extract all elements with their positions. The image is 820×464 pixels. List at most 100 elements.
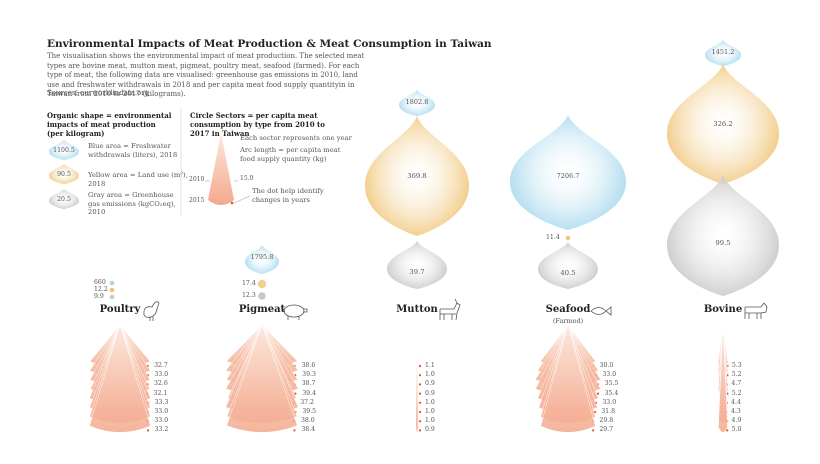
seafood-land-dot (565, 235, 571, 241)
pigmeat-freshwater-label: 1795.8 (250, 253, 274, 261)
legend-shape-heading: Organic shape = environmental impacts of… (47, 111, 172, 138)
mutton-value-label: 1.1 (425, 362, 435, 369)
bovine-freshwater-label: 1451.2 (711, 48, 735, 56)
poultry-value-label: 32.7 (154, 362, 168, 369)
legend-blue-shape (49, 140, 79, 160)
poultry-sector-2017 (89, 324, 151, 433)
poultry-land-dot (109, 287, 115, 293)
pigmeat-value-label: 38.6 (301, 362, 316, 369)
seafood-value-label: 31.8 (601, 408, 616, 415)
bovine-value-label: 5.2 (731, 389, 742, 397)
bovine-freshwater-shape (705, 40, 741, 66)
poultry-name-label: Poultry (99, 304, 141, 315)
pigmeat-value-label: 39.3 (302, 371, 316, 379)
pigmeat-sector-2017 (226, 324, 298, 433)
legend-example-value: 15.0 (240, 175, 254, 182)
seafood-value-label: 29.8 (599, 417, 614, 425)
bovine-value-label: 4.4 (731, 398, 741, 406)
poultry-ghg-dot (109, 294, 115, 300)
pigmeat-sector-dot (293, 429, 296, 432)
legend-sector-year-text: Each sector represents one year (240, 134, 352, 142)
bovine-sector-dot (726, 429, 729, 432)
mutton-value-label: 0.9 (425, 389, 435, 397)
legend-yellow-shape (49, 164, 79, 184)
intro-text: The visualisation shows the environmenta… (47, 52, 365, 99)
mutton-ghg-label: 39.7 (409, 268, 425, 276)
mutton-sector-dot (418, 401, 422, 404)
legend-arc-text: Arc length = per capita meat food supply… (240, 146, 341, 163)
mutton-sector-dot (418, 410, 422, 414)
mutton-sector-dot (418, 383, 422, 386)
pigmeat-ghg-label: 12.3 (242, 292, 256, 299)
seafood-value-label: 35.5 (604, 380, 619, 388)
legend-gray-value: 20.5 (57, 196, 71, 203)
mutton-name-label: Mutton (396, 304, 438, 315)
pigmeat-value-label: 38.4 (301, 426, 316, 434)
bovine-value-label: 4.3 (730, 408, 741, 415)
legend-year-end: 2015 (189, 197, 205, 204)
seafood-freshwater-label: 7206.7 (556, 172, 580, 180)
seafood-ghg-label: 40.5 (560, 268, 576, 277)
poultry-freshwater-label: 660 (94, 279, 106, 286)
poultry-value-label: 33.0 (154, 408, 169, 415)
mutton-value-label: 0.9 (425, 380, 435, 388)
seafood-value-label: 29.7 (599, 426, 614, 434)
mutton-freshwater-shape (399, 90, 435, 116)
mutton-sector-dot (418, 392, 422, 395)
legend-year-start: 2010 (189, 176, 205, 183)
legend-leader-line (233, 195, 251, 204)
poultry-value-label: 33.2 (154, 426, 169, 434)
seafood-sector-dot (596, 392, 600, 395)
page-title: Environmental Impacts of Meat Production… (47, 38, 492, 50)
bovine-value-label: 5.3 (731, 362, 742, 369)
bovine-value-label: 4.9 (731, 417, 742, 425)
cow-icon (744, 302, 768, 319)
mutton-value-label: 1.0 (425, 417, 435, 425)
seafood-subtitle-label: (Farmed) (552, 317, 584, 325)
poultry-freshwater-dot (109, 280, 115, 286)
poultry-value-label: 33.3 (154, 398, 169, 406)
mutton-land-shape (365, 116, 469, 236)
bovine-name-label: Bovine (703, 304, 743, 315)
mutton-value-label: 1.0 (425, 408, 435, 415)
legend-blue-value: 1100.5 (53, 147, 75, 154)
poultry-value-label: 33.0 (154, 417, 169, 425)
chicken-icon (143, 301, 160, 321)
pigmeat-land-label: 17.4 (242, 280, 256, 287)
legend-blue-text: Blue area = Freshwater withdrawals (lite… (88, 142, 178, 159)
pigmeat-sector-dot (294, 392, 297, 395)
poultry-land-label: 12.2 (94, 286, 108, 293)
mutton-sector-dot (418, 420, 422, 423)
legend-gray-shape (49, 189, 79, 209)
fish-icon (590, 306, 612, 316)
poultry-value-label: 33.0 (154, 371, 169, 379)
legend-fan-shape (208, 133, 234, 205)
legend-dot (230, 201, 234, 205)
pigmeat-value-label: 38.0 (300, 417, 315, 425)
legend-yellow-text: Yellow area = Land use (m²), 2018 (88, 171, 188, 188)
bovine-value-label: 4.7 (731, 380, 742, 388)
seafood-value-label: 33.0 (602, 398, 617, 406)
seafood-sector-dot (592, 429, 595, 432)
seafood-name-label: Seafood (545, 304, 591, 315)
pigmeat-land-dot (257, 279, 267, 289)
bovine-ghg-label: 99.5 (715, 238, 731, 247)
seafood-value-label: 30.0 (599, 362, 614, 369)
mutton-land-label: 369.8 (407, 172, 427, 180)
poultry-value-label: 32.1 (153, 389, 168, 397)
pigmeat-value-label: 39.4 (302, 389, 317, 397)
pigmeat-name-label: Pigmeat (238, 304, 286, 315)
mutton-sector-2017 (415, 336, 419, 433)
mutton-value-label: 1.0 (425, 371, 435, 379)
pigmeat-value-label: 38.7 (301, 380, 316, 388)
legend-dot-text: The dot help identify changes in years (252, 187, 324, 204)
bovine-value-label: 5.0 (731, 426, 742, 434)
seafood-value-label: 35.4 (604, 389, 619, 397)
poultry-sector-dot (147, 429, 150, 432)
pigmeat-freshwater-shape (245, 245, 279, 274)
bovine-sector-2017 (718, 324, 728, 433)
legend-sector-heading: Circle Sectors = per capita meat consump… (190, 111, 325, 138)
mutton-ghg-shape (387, 241, 447, 289)
mutton-freshwater-label: 1802.8 (405, 98, 429, 106)
mutton-sector-dot (418, 364, 422, 368)
